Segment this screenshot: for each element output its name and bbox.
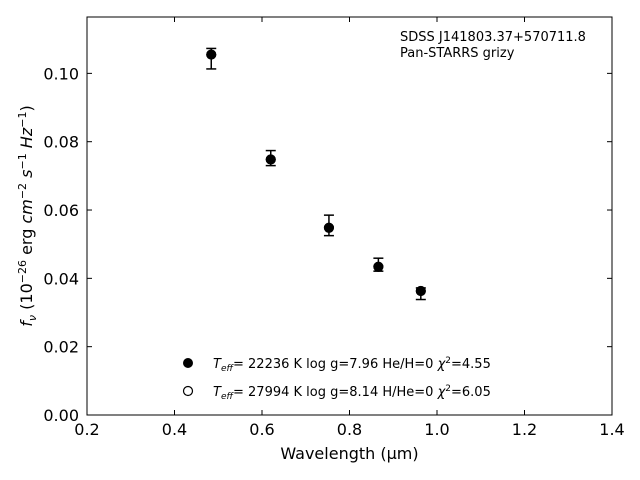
x-tick-label: 1.0	[424, 420, 449, 439]
x-tick-label: 0.2	[74, 420, 99, 439]
axis-ticks: 0.2 0.4 0.6 0.8 1.0 1.2 1.4 0.00 0.02 0.04 0.06 0.0…	[43, 17, 625, 439]
legend-entry-2: Teff= 27994 K log g=8.14 H/He=0 χ2=6.05	[213, 384, 491, 402]
x-tick-label: 0.8	[337, 420, 362, 439]
legend-marker-filled	[183, 358, 193, 368]
y-tick-label: 0.08	[43, 133, 79, 152]
annotation-line-2: Pan-STARRS grizy	[400, 46, 515, 61]
y-tick-label: 0.04	[43, 269, 79, 288]
x-tick-label: 1.4	[599, 420, 624, 439]
y-tick-label: 0.00	[43, 406, 79, 425]
model-point-filled	[415, 285, 426, 296]
legend-entry-1: Teff= 22236 K log g=7.96 He/H=0 χ2=4.55	[213, 356, 491, 374]
y-tick-label: 0.10	[43, 64, 79, 83]
model-point-filled	[265, 154, 276, 165]
y-axis-label: fν (10−26 erg cm−2 s−1 Hz−1)	[16, 105, 39, 326]
model-point-filled	[323, 222, 334, 233]
y-tick-label: 0.02	[43, 338, 79, 357]
legend: Teff= 22236 K log g=7.96 He/H=0 χ2=4.55 …	[182, 356, 491, 402]
x-axis-label: Wavelength (μm)	[280, 444, 418, 463]
x-tick-label: 1.2	[512, 420, 537, 439]
model-point-filled	[206, 49, 217, 60]
plot-frame	[86, 16, 613, 416]
model-point-filled	[373, 261, 384, 272]
data-marks	[206, 47, 426, 301]
y-tick-label: 0.06	[43, 201, 79, 220]
x-tick-label: 0.6	[249, 420, 274, 439]
legend-marker-open	[182, 385, 194, 397]
x-tick-label: 0.4	[162, 420, 187, 439]
annotation-line-1: SDSS J141803.37+570711.8	[400, 30, 586, 45]
